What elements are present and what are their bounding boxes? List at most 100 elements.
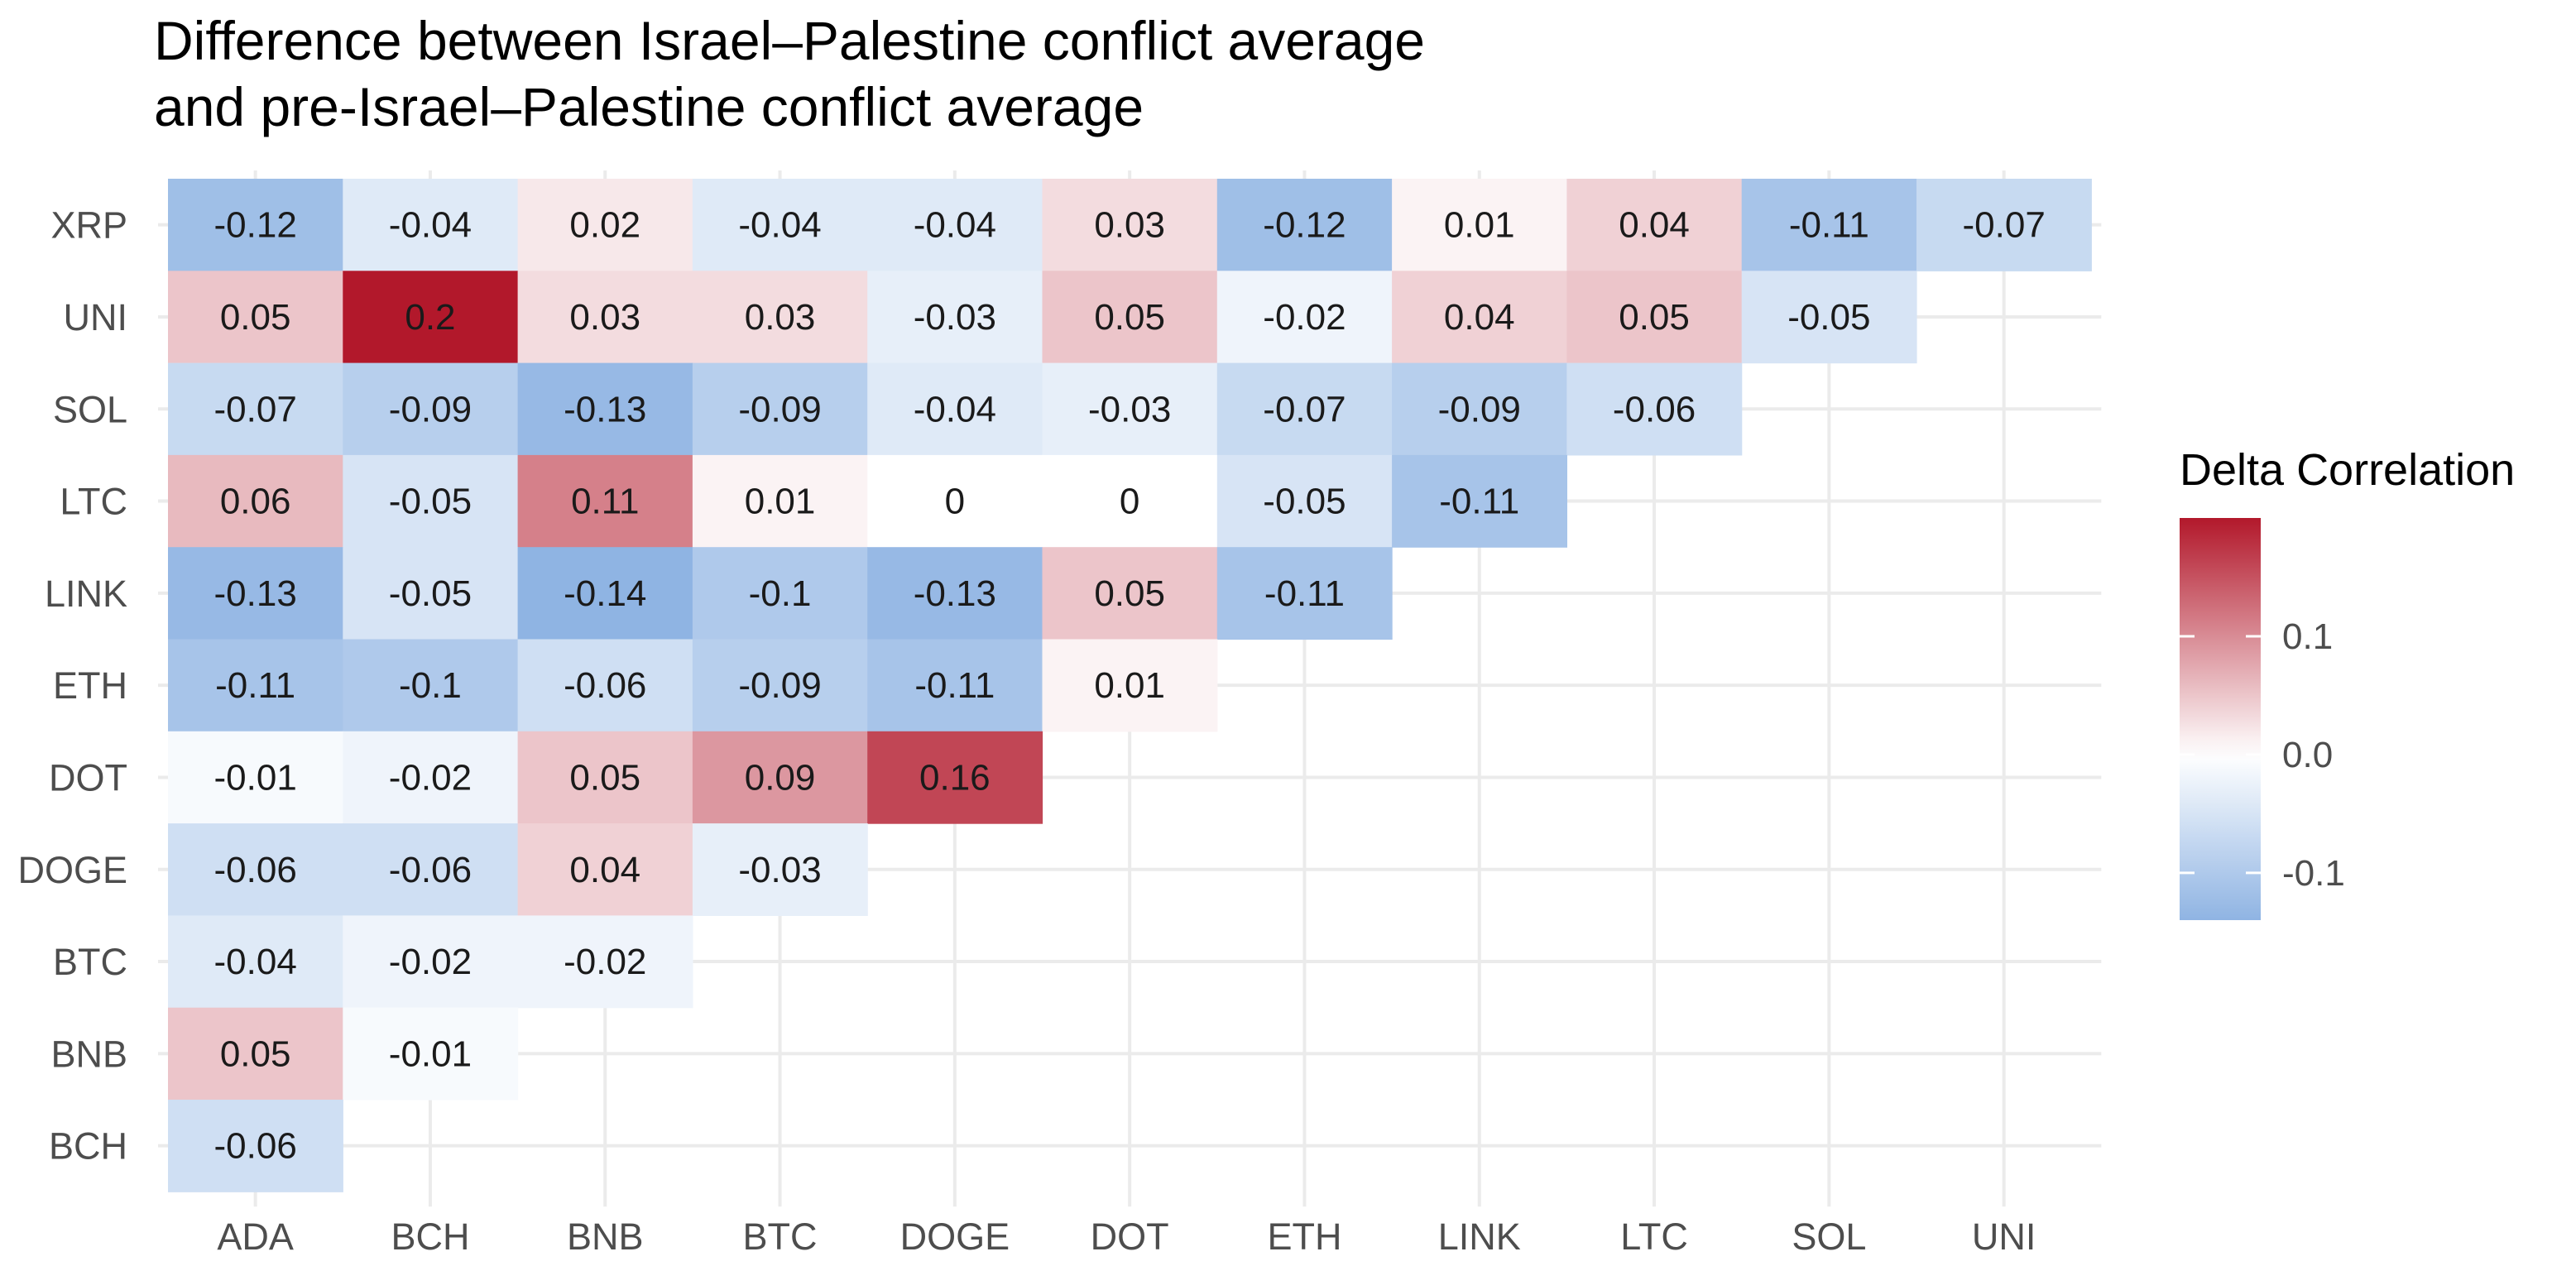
heatmap-cell-uni-dot (1042, 271, 1218, 364)
cell-value-label: -0.04 (738, 205, 821, 246)
heatmap-cell-ltc-doge (867, 454, 1043, 548)
legend-tick-label: 0.1 (2282, 616, 2333, 657)
cell-value-label: 0.2 (405, 297, 455, 338)
cell-value-label: -0.04 (914, 389, 996, 429)
heatmap-cell-sol-ada (168, 362, 343, 456)
cell-value-label: 0.03 (745, 297, 816, 338)
cell-value-label: -0.11 (914, 665, 995, 706)
heatmap-cell-doge-bnb (517, 823, 693, 916)
heatmap-cell-uni-eth (1216, 271, 1393, 364)
heatmap-cell-uni-link (1392, 271, 1567, 364)
cell-value-label: 0.05 (220, 297, 291, 338)
heatmap-cell-btc-bch (343, 915, 519, 1009)
cell-value-label: -0.06 (389, 850, 472, 890)
cell-value-label: 0.04 (569, 850, 640, 890)
cell-value-label: -0.03 (1088, 389, 1171, 429)
y-tick-sol: SOL (53, 388, 127, 430)
cell-value-label: 0.06 (220, 482, 291, 522)
heatmap-cell-eth-bnb (517, 639, 693, 732)
legend-title: Delta Correlation (2180, 445, 2515, 495)
y-axis-ticks: XRP UNI SOL LTC LINK ETH DOT DOGE BTC BNB BCH (17, 204, 127, 1168)
cell-value-label: -0.04 (389, 205, 472, 246)
cell-value-label: -0.1 (749, 573, 812, 614)
heatmap-cell-uni-ltc (1566, 271, 1743, 364)
y-tick-bch: BCH (49, 1125, 127, 1168)
x-tick-sol: SOL (1792, 1216, 1866, 1258)
cell-value-label: -0.02 (564, 942, 646, 982)
heatmap-cell-xrp-link (1392, 179, 1567, 271)
heatmap-cell-sol-dot (1042, 362, 1218, 456)
cell-value-label: -0.12 (1263, 205, 1346, 246)
heatmap-cell-uni-bnb (517, 271, 693, 364)
cell-value-label: 0.05 (1094, 297, 1165, 338)
x-tick-bch: BCH (391, 1216, 469, 1258)
heatmap-cell-dot-doge (867, 731, 1043, 824)
cell-value-label: -0.11 (1789, 205, 1869, 246)
cell-value-label: -0.13 (214, 573, 297, 614)
heatmap-cell-sol-eth (1216, 362, 1393, 456)
x-tick-ltc: LTC (1620, 1216, 1688, 1258)
chart-title-line-1: Difference between Israel–Palestine conf… (154, 10, 1425, 71)
cell-value-label: -0.04 (914, 205, 996, 246)
heatmap-cell-xrp-bch (343, 179, 519, 271)
cell-value-label: -0.11 (215, 665, 295, 706)
heatmap-cell-xrp-bnb (517, 179, 693, 271)
heatmap-cell-uni-doge (867, 271, 1043, 364)
heatmap-cell-btc-bnb (517, 915, 693, 1009)
heatmap-cell-xrp-ada (168, 179, 343, 271)
cell-value-label: 0.01 (1094, 665, 1165, 706)
cell-value-label: -0.03 (914, 297, 996, 338)
cell-value-label: 0.05 (1619, 297, 1690, 338)
cell-value-label: -0.13 (564, 389, 646, 429)
chart-title: Difference between Israel–Palestine conf… (154, 10, 1425, 137)
cell-value-label: -0.01 (214, 757, 297, 798)
heatmap-cell-ltc-link (1392, 454, 1567, 548)
heatmap-cell-doge-btc (692, 823, 868, 916)
heatmap-cell-link-ada (168, 547, 343, 640)
heatmap-cell-dot-btc (692, 731, 868, 824)
cell-value-label: -0.02 (389, 757, 472, 798)
heatmap-cell-labels: -0.12 -0.04 0.02 -0.04 -0.04 0.03 -0.12 0.01 0.0… (214, 205, 2046, 1167)
y-tick-doge: DOGE (17, 849, 127, 891)
heatmap-cell-link-bch (343, 547, 519, 640)
cell-value-label: -0.06 (564, 665, 646, 706)
cell-value-label: -0.02 (1263, 297, 1346, 338)
heatmap-cell-xrp-doge (867, 179, 1043, 271)
heatmap-cell-doge-ada (168, 823, 343, 916)
heatmap-cell-uni-sol (1741, 271, 1917, 364)
heatmap-cell-link-dot (1042, 547, 1218, 640)
cell-value-label: 0.16 (919, 757, 991, 798)
y-tick-link: LINK (45, 573, 127, 615)
legend-ticks: 0.1 0.0 -0.1 (2180, 616, 2345, 894)
cell-value-label: 0.03 (569, 297, 640, 338)
cell-value-label: -0.06 (1613, 389, 1696, 429)
cell-value-label: -0.05 (389, 573, 472, 614)
y-tick-xrp: XRP (50, 204, 127, 247)
heatmap-cell-uni-btc (692, 271, 868, 364)
x-tick-eth: ETH (1267, 1216, 1341, 1258)
y-tick-bnb: BNB (50, 1033, 127, 1075)
cell-value-label: -0.07 (1263, 389, 1346, 429)
cell-value-label: 0 (945, 482, 965, 522)
chart-title-line-2: and pre-Israel–Palestine conflict averag… (154, 76, 1144, 137)
x-tick-dot: DOT (1091, 1216, 1169, 1258)
y-tick-dot: DOT (49, 756, 127, 798)
heatmap-cell-xrp-eth (1216, 179, 1393, 271)
cell-value-label: 0.02 (569, 205, 640, 246)
heatmap-cell-link-doge (867, 547, 1043, 640)
heatmap-cell-ltc-eth (1216, 454, 1393, 548)
cell-value-label: 0.11 (571, 482, 639, 522)
heatmap-cell-sol-doge (867, 362, 1043, 456)
heatmap-cell-eth-dot (1042, 639, 1218, 732)
x-tick-uni: UNI (1972, 1216, 2036, 1258)
cell-value-label: 0.01 (1444, 205, 1515, 246)
cell-value-label: -0.09 (738, 665, 821, 706)
x-tick-ada: ADA (217, 1216, 294, 1258)
heatmap-cell-uni-bch (343, 271, 519, 364)
heatmap-cell-eth-doge (867, 639, 1043, 732)
cell-value-label: -0.03 (738, 850, 821, 890)
cell-value-label: -0.11 (1264, 573, 1345, 614)
heatmap-cell-xrp-sol (1741, 179, 1917, 271)
heatmap-cell-xrp-dot (1042, 179, 1218, 271)
heatmap-cell-btc-ada (168, 915, 343, 1009)
